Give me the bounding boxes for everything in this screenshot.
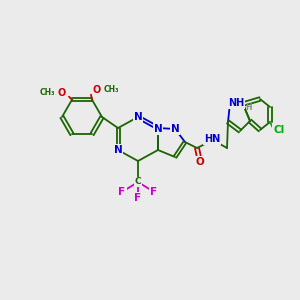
Text: CH₃: CH₃ [40,88,55,97]
Text: HN: HN [204,134,220,144]
Text: N: N [171,124,179,134]
Text: O: O [196,157,204,167]
Text: O: O [58,88,66,98]
Text: N: N [134,112,142,122]
Text: Cl: Cl [273,125,285,135]
Text: F: F [118,187,126,197]
Text: N: N [114,145,122,155]
Text: CH₃: CH₃ [104,85,119,94]
Text: C: C [135,178,141,187]
Text: F: F [134,193,142,203]
Text: NH: NH [228,98,244,108]
Text: F: F [150,187,158,197]
Text: H: H [245,103,251,112]
Text: N: N [154,124,162,134]
Text: O: O [93,85,101,95]
